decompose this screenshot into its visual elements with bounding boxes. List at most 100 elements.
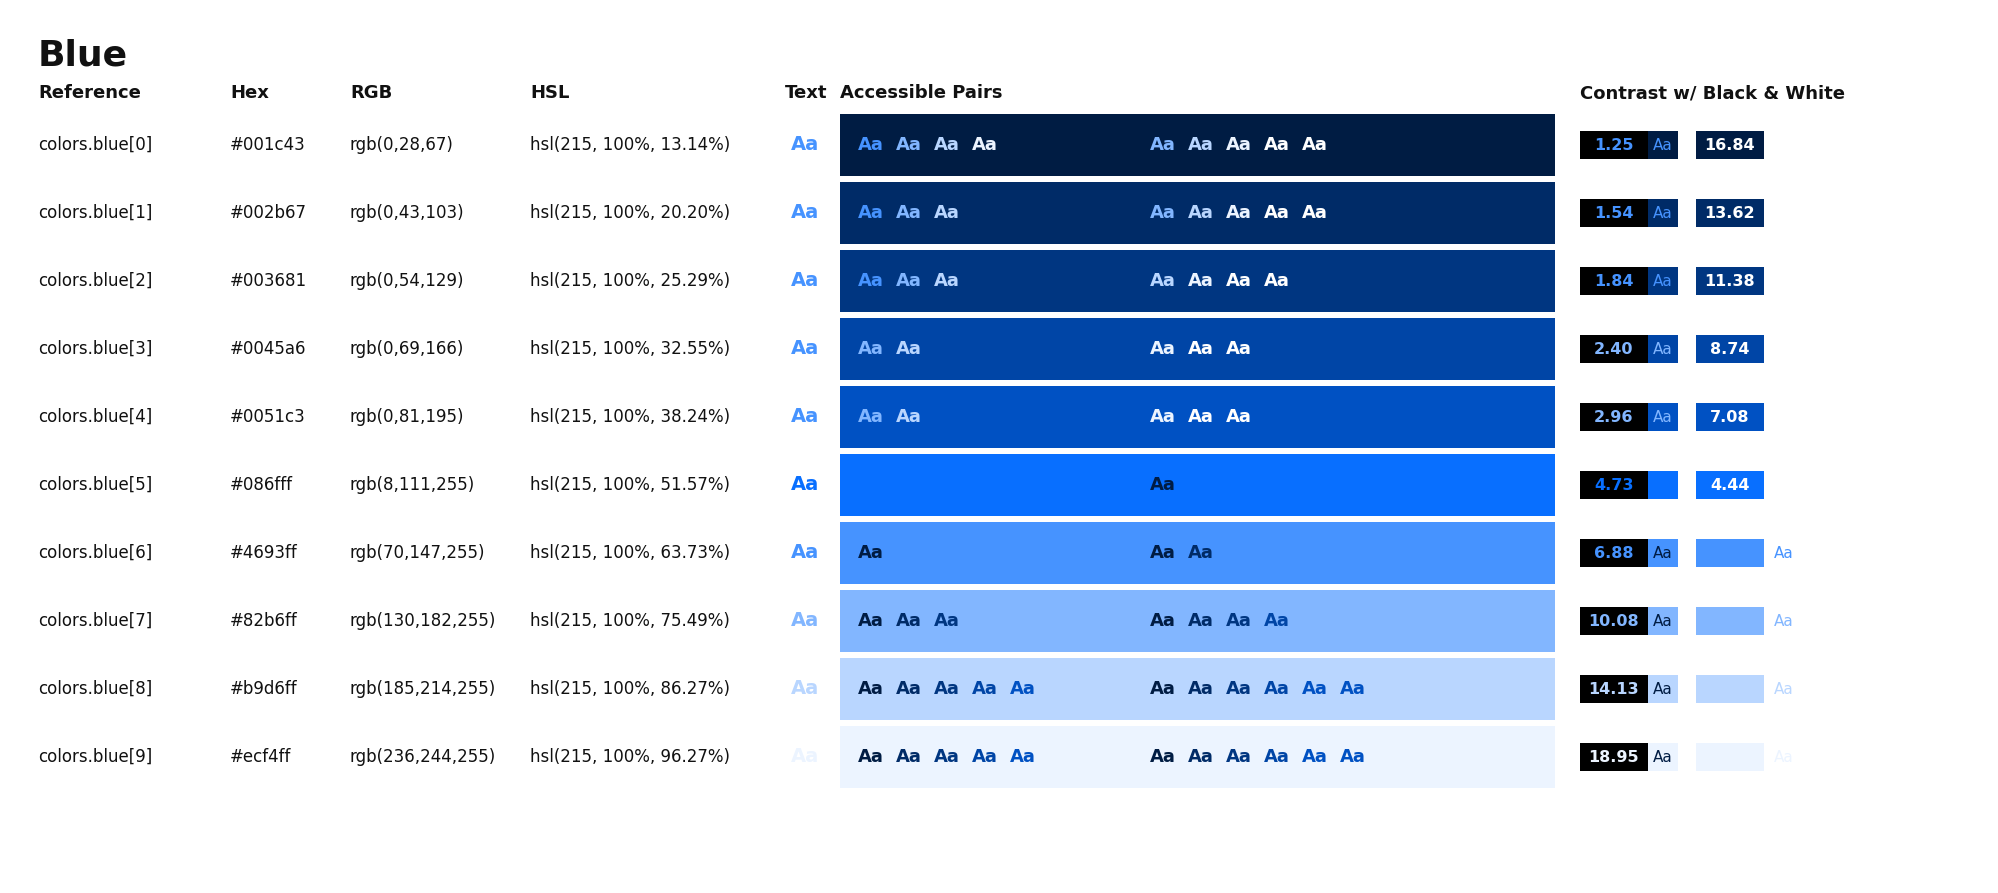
Text: Aa: Aa [791, 544, 819, 563]
Text: Aa: Aa [1263, 612, 1289, 630]
Text: hsl(215, 100%, 75.49%): hsl(215, 100%, 75.49%) [529, 612, 729, 630]
Text: Aa: Aa [1263, 136, 1289, 154]
Text: 4.73: 4.73 [1594, 478, 1632, 493]
Text: hsl(215, 100%, 86.27%): hsl(215, 100%, 86.27%) [529, 680, 729, 698]
Text: Aa: Aa [1225, 340, 1251, 358]
Bar [1578, 403, 1646, 431]
Text: Aa: Aa [857, 340, 883, 358]
Text: Aa: Aa [791, 204, 819, 222]
Text: Aa: Aa [895, 612, 921, 630]
Text: Aa: Aa [933, 748, 959, 766]
Text: #b9d6ff: #b9d6ff [230, 680, 298, 698]
Text: Aa: Aa [857, 680, 883, 698]
Text: Aa: Aa [1772, 410, 1792, 424]
Text: rgb(236,244,255): rgb(236,244,255) [350, 748, 496, 766]
Text: Aa: Aa [1772, 341, 1792, 356]
Text: Aa: Aa [1652, 410, 1672, 424]
Text: Accessible Pairs: Accessible Pairs [839, 84, 1003, 102]
Text: hsl(215, 100%, 38.24%): hsl(215, 100%, 38.24%) [529, 408, 729, 426]
Text: Aa: Aa [971, 748, 997, 766]
Text: 2.08: 2.08 [1710, 613, 1748, 629]
Text: hsl(215, 100%, 32.55%): hsl(215, 100%, 32.55%) [529, 340, 729, 358]
Text: colors.blue[4]: colors.blue[4] [38, 408, 152, 426]
Text: Aa: Aa [857, 612, 883, 630]
Text: Aa: Aa [1772, 681, 1792, 697]
Text: rgb(70,147,255): rgb(70,147,255) [350, 544, 486, 562]
Text: Contrast w/ Black & White: Contrast w/ Black & White [1578, 84, 1844, 102]
Bar [1694, 675, 1762, 703]
Text: Aa: Aa [1652, 273, 1672, 288]
Text: #002b67: #002b67 [230, 204, 308, 222]
Text: Aa: Aa [1187, 136, 1213, 154]
Bar [1578, 131, 1646, 159]
Text: Aa: Aa [1263, 680, 1289, 698]
Bar [839, 522, 1554, 584]
Text: 1.54: 1.54 [1594, 205, 1632, 221]
Bar [839, 726, 1554, 788]
Text: hsl(215, 100%, 51.57%): hsl(215, 100%, 51.57%) [529, 476, 729, 494]
Text: Aa: Aa [791, 339, 819, 358]
Text: colors.blue[6]: colors.blue[6] [38, 544, 152, 562]
Text: Aa: Aa [1339, 680, 1365, 698]
Bar [839, 658, 1554, 720]
Text: Aa: Aa [1225, 204, 1251, 222]
Text: Reference: Reference [38, 84, 140, 102]
Text: Aa: Aa [1187, 612, 1213, 630]
Text: Aa: Aa [1652, 681, 1672, 697]
Bar [1578, 675, 1646, 703]
Text: Aa: Aa [1772, 138, 1792, 153]
Text: Aa: Aa [1187, 748, 1213, 766]
Text: Aa: Aa [1009, 680, 1035, 698]
Text: Aa: Aa [1772, 749, 1792, 764]
Text: Hex: Hex [230, 84, 270, 102]
Text: 7.08: 7.08 [1710, 410, 1748, 424]
Text: 11.38: 11.38 [1704, 273, 1754, 288]
Text: Aa: Aa [1301, 748, 1327, 766]
Text: rgb(8,111,255): rgb(8,111,255) [350, 476, 476, 494]
Bar [1694, 335, 1762, 363]
Text: 1.49: 1.49 [1710, 681, 1748, 697]
Bar [1694, 471, 1762, 499]
Bar [1694, 743, 1762, 771]
Text: Aa: Aa [1225, 748, 1251, 766]
Text: Aa: Aa [1149, 204, 1175, 222]
Bar [1578, 743, 1646, 771]
Text: hsl(215, 100%, 20.20%): hsl(215, 100%, 20.20%) [529, 204, 729, 222]
Text: 2.40: 2.40 [1594, 341, 1632, 356]
Text: #82b6ff: #82b6ff [230, 612, 298, 630]
Bar [1694, 403, 1762, 431]
Bar [1694, 539, 1762, 567]
Text: Aa: Aa [1652, 138, 1672, 153]
Text: Aa: Aa [933, 204, 959, 222]
Bar [1646, 471, 1676, 499]
Bar [1646, 539, 1676, 567]
Text: Aa: Aa [857, 204, 883, 222]
Text: Aa: Aa [1149, 544, 1175, 562]
Text: rgb(0,28,67): rgb(0,28,67) [350, 136, 454, 154]
Text: #086fff: #086fff [230, 476, 294, 494]
Text: 18.95: 18.95 [1588, 749, 1638, 764]
Text: 2.96: 2.96 [1594, 410, 1632, 424]
Bar [1578, 199, 1646, 227]
Text: Text: Text [785, 84, 827, 102]
Text: Aa: Aa [895, 748, 921, 766]
Text: 14.13: 14.13 [1588, 681, 1638, 697]
Bar [1578, 335, 1646, 363]
Bar [839, 182, 1554, 244]
Text: Aa: Aa [1187, 272, 1213, 290]
Text: Aa: Aa [1263, 748, 1289, 766]
Bar [1646, 267, 1676, 295]
Text: Aa: Aa [895, 340, 921, 358]
Bar [839, 590, 1554, 652]
Text: Blue: Blue [38, 38, 128, 72]
Text: Aa: Aa [1225, 136, 1251, 154]
Text: rgb(0,81,195): rgb(0,81,195) [350, 408, 464, 426]
Text: Aa: Aa [933, 612, 959, 630]
Bar [1646, 743, 1676, 771]
Text: Aa: Aa [791, 747, 819, 766]
Bar [1646, 675, 1676, 703]
Bar [1578, 607, 1646, 635]
Bar [1578, 471, 1646, 499]
Text: hsl(215, 100%, 96.27%): hsl(215, 100%, 96.27%) [529, 748, 729, 766]
Bar [1694, 131, 1762, 159]
